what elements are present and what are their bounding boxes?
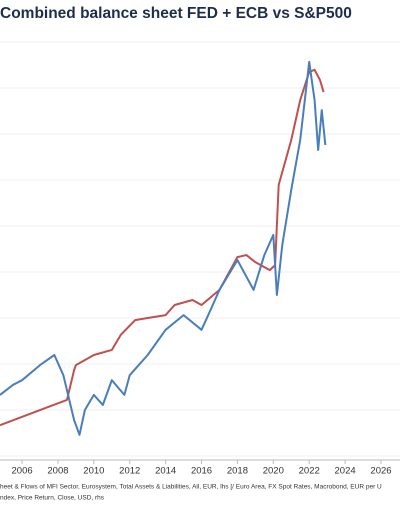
- series-line: [0, 60, 327, 436]
- x-tick-label: 2012: [119, 466, 140, 477]
- x-tick-label: 2016: [191, 466, 212, 477]
- x-tick-label: 2024: [335, 466, 356, 477]
- x-tick-label: 2022: [299, 466, 320, 477]
- x-tick-label: 2010: [83, 466, 104, 477]
- chart-title: Combined balance sheet FED + ECB vs S&P5…: [0, 5, 352, 22]
- x-tick-label: 2018: [227, 466, 248, 477]
- source-note: ndex, Price Return, Close, USD, rhs: [0, 495, 105, 502]
- x-tick-label: 2014: [155, 466, 176, 477]
- x-tick-label: 2006: [12, 466, 33, 477]
- x-tick-label: 2026: [370, 466, 391, 477]
- series-line: [0, 68, 325, 427]
- x-tick-label: 2020: [263, 466, 284, 477]
- x-tick-label: 2008: [47, 466, 68, 477]
- source-note: heet & Flows of MFI Sector, Eurosystem, …: [0, 484, 382, 491]
